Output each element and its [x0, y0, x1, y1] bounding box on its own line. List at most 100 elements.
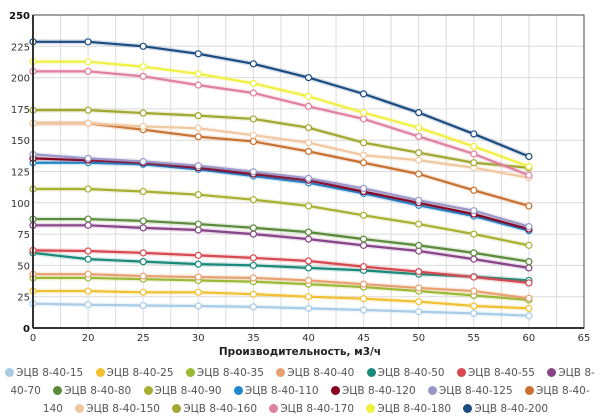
series-ЭЦВ-8-40-200: [29, 38, 533, 161]
data-point: [415, 149, 423, 157]
series-line: [33, 276, 529, 302]
data-point: [360, 139, 368, 147]
series-ЭЦВ-8-40-90: [29, 185, 533, 249]
axes: 0 25 50 75 100 125 150 175 200 225 250 0 20 25 30 35 40 4…: [9, 11, 590, 344]
data-point: [139, 224, 147, 232]
legend-label: ЭЦВ 8-40-70: [10, 367, 595, 397]
data-point: [139, 301, 147, 310]
data-point: [194, 251, 202, 259]
data-point: [139, 63, 147, 71]
y-tick-label: 100: [11, 199, 30, 210]
series-line: [33, 161, 530, 232]
legend-item[interactable]: ЭЦВ 8-40-140: [43, 385, 590, 415]
data-point: [84, 67, 92, 75]
data-point: [249, 261, 257, 269]
y-tick-label: 75: [17, 230, 30, 241]
legend-marker-icon: [547, 368, 557, 377]
series-line: [33, 109, 529, 169]
data-point: [304, 147, 313, 156]
y-tick-label: 50: [17, 261, 30, 272]
data-point: [360, 295, 368, 303]
x-tick-label: 45: [357, 333, 370, 344]
legend-item[interactable]: ЭЦВ 8-40-125: [427, 385, 513, 397]
legend-item[interactable]: ЭЦВ 8-40-25: [95, 367, 174, 379]
data-point: [525, 241, 533, 249]
data-point: [360, 159, 368, 167]
legend-item[interactable]: ЭЦВ 8-40-50: [366, 367, 445, 379]
series-line: [33, 122, 530, 179]
data-point: [415, 268, 423, 276]
data-point: [139, 288, 147, 296]
legend-marker-icon: [5, 368, 15, 377]
legend-marker-icon: [525, 386, 534, 395]
data-point: [139, 217, 147, 225]
legend-label: ЭЦВ 8-40-200: [474, 403, 549, 415]
data-point: [84, 106, 92, 114]
x-tick-label: 0: [30, 333, 36, 344]
data-point: [415, 241, 423, 249]
series-ЭЦВ-8-40-170: [29, 67, 533, 179]
data-point: [525, 279, 533, 287]
data-point: [525, 264, 533, 272]
data-point: [415, 298, 423, 306]
legend-item[interactable]: ЭЦВ 8-40-120: [330, 385, 416, 397]
data-point: [360, 280, 368, 288]
legend-item[interactable]: ЭЦВ 8-40-170: [269, 403, 354, 415]
data-point: [84, 215, 92, 223]
legend-label: ЭЦВ 8-40-55: [467, 367, 535, 379]
data-point: [139, 157, 147, 166]
legend-marker-icon: [95, 368, 105, 377]
data-point: [470, 249, 478, 257]
legend-item[interactable]: ЭЦВ 8-40-40: [276, 367, 354, 379]
legend-label: ЭЦВ 8-40-140: [42, 385, 590, 415]
legend-marker-icon: [330, 386, 340, 395]
legend-label: ЭЦВ 8-40-90: [154, 385, 222, 397]
legend-item[interactable]: ЭЦВ 8-40-200: [463, 403, 548, 415]
data-point: [84, 185, 92, 193]
data-point: [304, 293, 313, 301]
data-point: [525, 294, 533, 302]
data-point: [84, 38, 92, 46]
legend-item[interactable]: ЭЦВ 8-40-110: [233, 385, 319, 397]
data-point: [139, 72, 147, 80]
series-ЭЦВ-8-40-70: [29, 221, 533, 272]
data-point: [470, 287, 478, 295]
data-point: [304, 102, 313, 110]
legend-item[interactable]: ЭЦВ 8-40-15: [5, 367, 83, 379]
data-point: [470, 255, 478, 263]
legend-marker-icon: [143, 386, 153, 395]
data-point: [249, 303, 257, 311]
data-point: [415, 170, 423, 178]
data-point: [415, 156, 423, 164]
legend-item[interactable]: ЭЦВ 8-40-180: [366, 403, 451, 415]
legend-item[interactable]: ЭЦВ 8-40-70: [10, 367, 595, 397]
legend-item[interactable]: ЭЦВ 8-40-35: [185, 367, 264, 379]
legend-marker-icon: [463, 404, 473, 413]
x-tick-label: 40: [302, 333, 315, 344]
legend-label: ЭЦВ 8-40-125: [438, 385, 513, 397]
x-tick-label: 30: [192, 333, 205, 344]
x-tick-label: 25: [137, 333, 150, 344]
data-point: [84, 287, 92, 295]
data-point: [470, 150, 478, 158]
legend-item[interactable]: ЭЦВ 8-40-80: [53, 385, 131, 397]
legend-label: ЭЦВ 8-40-25: [106, 367, 174, 379]
data-point: [194, 124, 202, 132]
data-point: [249, 224, 257, 232]
data-point: [84, 58, 92, 66]
legend-item[interactable]: ЭЦВ 8-40-150: [75, 403, 160, 415]
legend-marker-icon: [269, 404, 279, 413]
legend-marker-icon: [366, 368, 376, 377]
data-point: [304, 73, 313, 82]
data-point: [249, 290, 257, 298]
legend-item[interactable]: ЭЦВ 8-40-160: [172, 403, 257, 415]
data-point: [525, 312, 533, 320]
legend-item[interactable]: ЭЦВ 8-40-90: [143, 385, 222, 397]
data-point: [360, 151, 368, 159]
data-point: [139, 249, 147, 257]
data-point: [415, 308, 423, 316]
data-point: [360, 90, 368, 98]
legend-item[interactable]: ЭЦВ 8-40-55: [456, 367, 535, 379]
legend-marker-icon: [172, 404, 182, 413]
data-point: [249, 230, 257, 238]
